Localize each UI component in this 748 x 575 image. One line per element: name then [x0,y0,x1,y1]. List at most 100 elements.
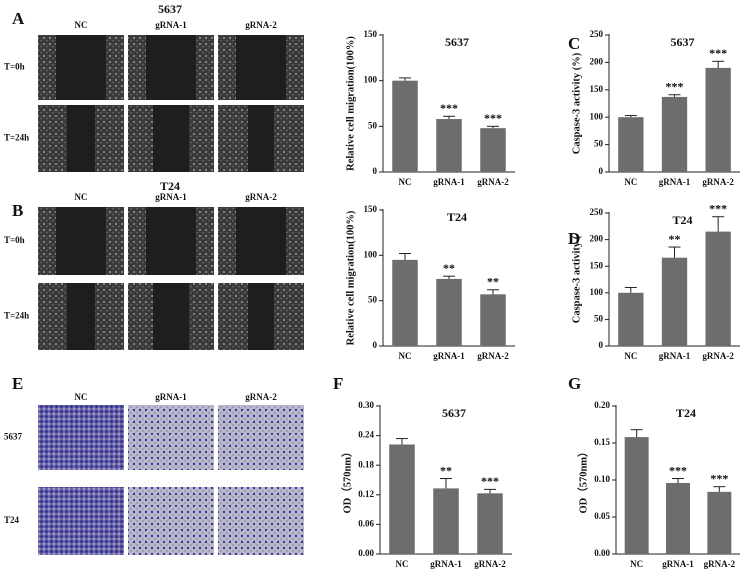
row-label: T=24h [4,311,29,321]
scratch [56,207,106,275]
x-tick-label: gRNA-2 [474,559,506,569]
y-tick-label: 150 [590,84,604,94]
y-tick-label: 150 [364,204,378,214]
x-tick-label: NC [399,177,412,187]
y-tick-label: 50 [594,313,604,323]
panel-letter: A [12,9,25,28]
significance: ** [669,232,681,246]
y-tick-label: 50 [368,295,378,305]
significance: *** [666,79,684,93]
y-axis-label: OD（570nm） [340,446,353,513]
y-tick-label: 0.12 [358,489,374,499]
panel-letter: B [12,201,23,220]
significance: *** [484,111,502,125]
x-tick-label: gRNA-2 [702,177,734,187]
y-tick-label: 0.15 [594,437,610,447]
column-label: gRNA-1 [155,20,187,30]
significance: *** [710,471,728,485]
significance: ** [487,275,499,289]
bar [707,491,732,554]
panel-letter: F [333,374,343,393]
bar [436,278,462,346]
row-label: T=0h [4,62,25,72]
x-tick-label: gRNA-2 [477,351,509,361]
bar [666,482,690,554]
panel-letter: E [12,374,23,393]
y-axis-label: OD（570nm） [576,446,589,513]
y-tick-label: 0 [373,340,378,350]
micrograph [38,487,124,555]
y-tick-label: 0.30 [358,400,374,410]
bar [624,437,649,554]
y-axis-label: Relative cell migration(100%) [345,36,356,171]
chart-title: T24 [676,406,696,420]
panel-letter: G [568,374,581,393]
y-tick-label: 50 [368,120,378,130]
column-label: NC [75,20,88,30]
scratch [248,105,274,172]
micrograph [128,487,214,555]
column-label: NC [75,192,88,202]
column-label: gRNA-2 [245,192,277,202]
y-axis-label: Caspase-3 activity (%) [571,52,582,154]
significance: *** [440,101,458,115]
scratch [248,283,274,350]
x-tick-label: NC [630,559,643,569]
row-label: T=24h [4,133,29,143]
bar [433,488,459,554]
bar [389,444,415,554]
significance: *** [709,201,727,215]
y-tick-label: 150 [590,260,604,270]
row-label: T=0h [4,235,25,245]
scratch [153,105,189,172]
chart-title: T24 [672,213,692,227]
y-tick-label: 100 [364,75,378,85]
y-tick-label: 0.00 [358,548,374,558]
chart-title: T24 [447,210,467,224]
y-tick-label: 200 [590,234,604,244]
row-label: 5637 [4,432,23,442]
chart-title: 5637 [445,35,469,49]
column-label: gRNA-1 [155,392,187,402]
bar [392,259,418,346]
column-label: gRNA-2 [245,20,277,30]
significance: *** [669,463,687,477]
y-axis-label: Caspase-3 activity ( [571,235,582,323]
bar [705,67,731,172]
panel-letter: D [568,229,580,248]
significance: ** [440,463,452,477]
micrograph [218,487,304,555]
scratch [67,105,95,172]
scratch [153,283,189,350]
panel-letter: C [568,34,580,53]
x-tick-label: gRNA-1 [430,559,462,569]
y-tick-label: 0 [373,166,378,176]
bar [392,80,418,172]
y-tick-label: 0 [599,340,604,350]
bar [618,292,644,346]
y-tick-label: 0.18 [358,459,374,469]
scratch [236,207,286,275]
panel-title: 5637 [158,2,182,16]
panel-title: T24 [160,179,180,193]
scratch [146,35,196,100]
bar [477,493,503,554]
y-tick-label: 50 [594,139,604,149]
micrograph [218,405,304,470]
x-tick-label: gRNA-1 [659,351,691,361]
x-tick-label: gRNA-1 [659,177,691,187]
y-axis-label: Relative cell migration(100%) [345,210,356,345]
significance: *** [709,46,727,60]
y-tick-label: 0.00 [594,548,610,558]
significance: *** [481,474,499,488]
y-tick-label: 0.06 [358,518,374,528]
significance: ** [443,261,455,275]
y-tick-label: 0.24 [358,430,374,440]
y-tick-label: 150 [364,29,378,39]
y-tick-label: 0.20 [594,400,610,410]
scratch [56,35,106,100]
bar [618,117,644,172]
x-tick-label: NC [624,177,637,187]
y-tick-label: 250 [590,29,604,39]
chart-title: 5637 [442,406,466,420]
